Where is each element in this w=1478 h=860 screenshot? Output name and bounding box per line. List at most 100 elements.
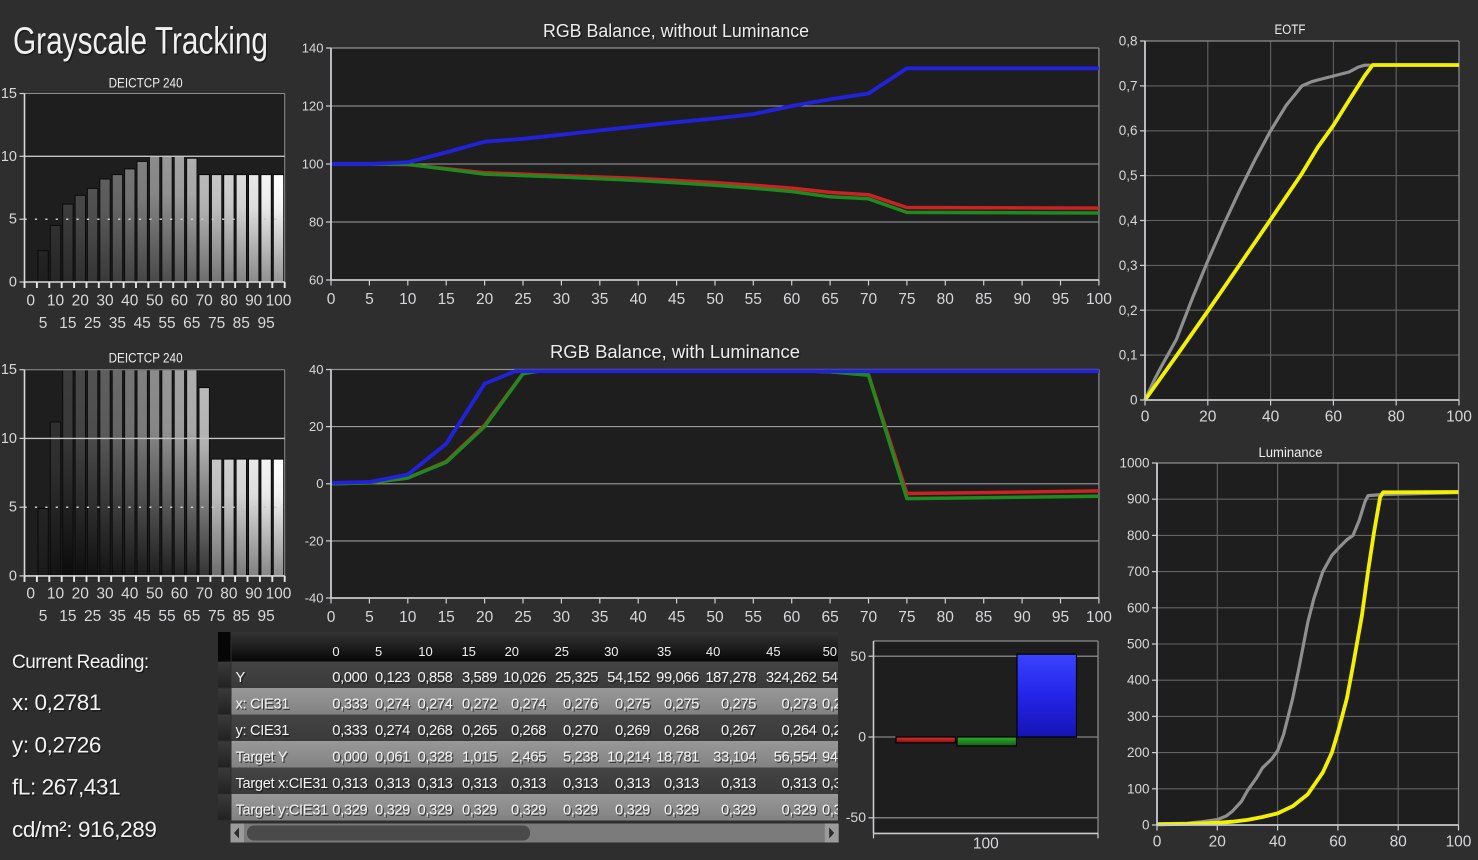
- svg-text:Target y:CIE31: Target y:CIE31: [237, 804, 330, 820]
- svg-text:50: 50: [146, 293, 164, 310]
- svg-text:0,313: 0,313: [564, 777, 599, 793]
- svg-text:0,313: 0,313: [615, 776, 650, 792]
- svg-text:10,026: 10,026: [504, 671, 547, 687]
- svg-text:0,268: 0,268: [665, 724, 700, 740]
- svg-text:100: 100: [1086, 609, 1112, 626]
- svg-text:95: 95: [1052, 291, 1069, 308]
- svg-text:0,333: 0,333: [332, 697, 367, 713]
- svg-text:Luminance: Luminance: [1259, 445, 1323, 460]
- svg-text:Current Reading:: Current Reading:: [13, 653, 150, 674]
- svg-text:20: 20: [476, 291, 494, 308]
- svg-text:75: 75: [898, 609, 915, 626]
- svg-text:95: 95: [257, 608, 274, 625]
- svg-text:100: 100: [1446, 409, 1472, 426]
- svg-text:0,264: 0,264: [783, 724, 818, 740]
- svg-text:99,066: 99,066: [657, 671, 700, 687]
- svg-text:Target x:CIE31: Target x:CIE31: [236, 776, 329, 792]
- svg-text:50: 50: [824, 645, 838, 660]
- svg-text:35: 35: [591, 291, 608, 308]
- svg-text:70: 70: [860, 291, 878, 308]
- svg-text:0,275: 0,275: [665, 698, 700, 714]
- svg-text:0: 0: [1130, 393, 1138, 408]
- svg-text:20: 20: [72, 293, 90, 310]
- svg-text:30: 30: [96, 586, 114, 603]
- svg-text:0,270: 0,270: [564, 724, 599, 740]
- svg-text:0,313: 0,313: [462, 776, 497, 792]
- svg-text:324,262: 324,262: [766, 670, 817, 686]
- svg-text:0,329: 0,329: [563, 803, 598, 819]
- svg-text:25: 25: [84, 315, 101, 332]
- svg-text:RGB Balance, without Luminance: RGB Balance, without Luminance: [543, 20, 809, 41]
- svg-text:0,272: 0,272: [462, 697, 497, 713]
- svg-text:33,104: 33,104: [714, 751, 757, 767]
- svg-text:80: 80: [937, 291, 955, 308]
- svg-text:0: 0: [334, 645, 341, 660]
- svg-text:10: 10: [418, 644, 432, 659]
- svg-text:0,3: 0,3: [823, 777, 843, 793]
- svg-text:2,465: 2,465: [511, 750, 546, 766]
- svg-text:94,: 94,: [823, 751, 842, 767]
- svg-text:0: 0: [26, 293, 35, 310]
- svg-text:33,104: 33,104: [713, 750, 756, 766]
- svg-text:0,275: 0,275: [721, 697, 756, 713]
- svg-text:65: 65: [821, 291, 838, 308]
- svg-text:fL: 267,431: fL: 267,431: [13, 776, 121, 801]
- svg-text:0,329: 0,329: [783, 804, 818, 820]
- svg-text:80: 80: [1388, 409, 1406, 426]
- svg-text:Grayscale Tracking: Grayscale Tracking: [14, 22, 269, 64]
- svg-text:65: 65: [821, 609, 838, 626]
- svg-text:0,274: 0,274: [419, 698, 454, 714]
- svg-text:25,325: 25,325: [556, 671, 599, 687]
- svg-text:0,272: 0,272: [463, 698, 498, 714]
- svg-text:54,152: 54,152: [607, 670, 650, 686]
- svg-text:Target Y: Target Y: [237, 751, 289, 767]
- svg-text:-50: -50: [846, 809, 866, 825]
- svg-text:25,325: 25,325: [555, 670, 598, 686]
- svg-text:5: 5: [9, 500, 17, 516]
- svg-text:20: 20: [72, 586, 90, 603]
- svg-text:0,329: 0,329: [417, 803, 452, 819]
- svg-text:85: 85: [233, 315, 250, 332]
- svg-text:45: 45: [766, 644, 780, 659]
- svg-text:0,329: 0,329: [512, 804, 547, 820]
- svg-text:0,313: 0,313: [332, 776, 367, 792]
- svg-text:0,6: 0,6: [1119, 123, 1138, 138]
- svg-text:0: 0: [332, 644, 339, 659]
- svg-text:20: 20: [505, 644, 519, 659]
- svg-text:100: 100: [266, 293, 292, 310]
- svg-text:100: 100: [302, 157, 324, 172]
- svg-text:85: 85: [975, 291, 992, 308]
- svg-text:100: 100: [973, 836, 999, 853]
- svg-text:15: 15: [59, 608, 76, 625]
- svg-text:40: 40: [707, 645, 721, 660]
- svg-text:0,329: 0,329: [664, 803, 699, 819]
- svg-text:40: 40: [1262, 409, 1280, 426]
- svg-text:55: 55: [745, 291, 762, 308]
- svg-text:40: 40: [309, 362, 323, 377]
- svg-text:y: 0,2726: y: 0,2726: [13, 734, 102, 759]
- svg-text:45: 45: [668, 609, 685, 626]
- svg-text:0,273: 0,273: [781, 697, 816, 713]
- svg-text:0,275: 0,275: [664, 697, 699, 713]
- svg-text:20: 20: [1209, 834, 1227, 851]
- svg-text:50: 50: [146, 586, 164, 603]
- svg-text:0,328: 0,328: [419, 751, 454, 767]
- svg-text:0: 0: [316, 476, 323, 491]
- svg-text:0,274: 0,274: [512, 698, 547, 714]
- svg-text:0,329: 0,329: [781, 803, 816, 819]
- svg-text:55: 55: [745, 609, 762, 626]
- svg-text:90: 90: [245, 586, 263, 603]
- svg-text:0,329: 0,329: [615, 803, 650, 819]
- svg-text:-40: -40: [305, 591, 324, 606]
- svg-text:300: 300: [1127, 709, 1150, 724]
- svg-text:500: 500: [1127, 637, 1150, 652]
- svg-text:y: CIE31: y: CIE31: [236, 723, 290, 739]
- svg-text:5: 5: [39, 608, 48, 625]
- svg-text:40: 40: [1269, 834, 1287, 851]
- svg-text:10: 10: [399, 291, 417, 308]
- svg-text:85: 85: [233, 608, 250, 625]
- svg-text:0: 0: [858, 729, 866, 745]
- svg-text:20: 20: [476, 609, 494, 626]
- svg-text:0,274: 0,274: [376, 724, 411, 740]
- svg-text:0,2: 0,2: [822, 723, 842, 739]
